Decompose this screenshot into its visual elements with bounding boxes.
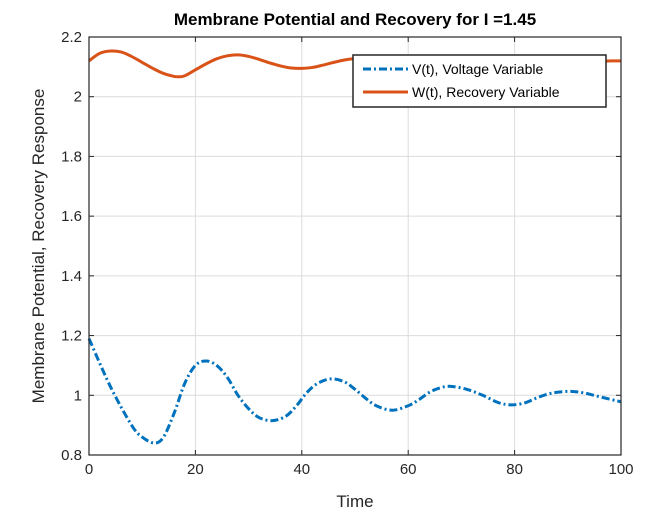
legend-label-recovery: W(t), Recovery Variable [412, 84, 560, 100]
y-axis-label: Membrane Potential, Recovery Response [29, 89, 48, 404]
x-tick-label: 20 [187, 461, 204, 478]
x-tick-label: 0 [85, 461, 93, 478]
y-tick-label: 1 [74, 387, 82, 404]
y-tick-label: 1.4 [61, 268, 82, 285]
y-tick-label: 2 [74, 89, 82, 106]
y-tick-label: 1.6 [61, 208, 82, 225]
chart-title: Membrane Potential and Recovery for I =1… [174, 10, 536, 29]
y-tick-label: 1.2 [61, 328, 82, 345]
x-tick-label: 40 [293, 461, 310, 478]
x-tick-label: 60 [400, 461, 417, 478]
x-axis-label: Time [336, 492, 373, 511]
plot-frame [88, 36, 622, 456]
legend-label-voltage: V(t), Voltage Variable [412, 61, 543, 77]
y-tick-label: 1.8 [61, 148, 82, 165]
y-tick-label: 2.2 [61, 29, 82, 46]
x-tick-label: 100 [608, 461, 633, 478]
ticks: 0 20 40 60 80 100 0.8 1 1.2 1.4 1.6 1.8 2 2.2 [61, 29, 633, 478]
x-tick-label: 80 [506, 461, 523, 478]
y-tick-label: 0.8 [61, 447, 82, 464]
legend: V(t), Voltage Variable W(t), Recovery Va… [352, 54, 607, 108]
legend-box [352, 54, 607, 108]
series-line-voltage [87, 337, 622, 445]
